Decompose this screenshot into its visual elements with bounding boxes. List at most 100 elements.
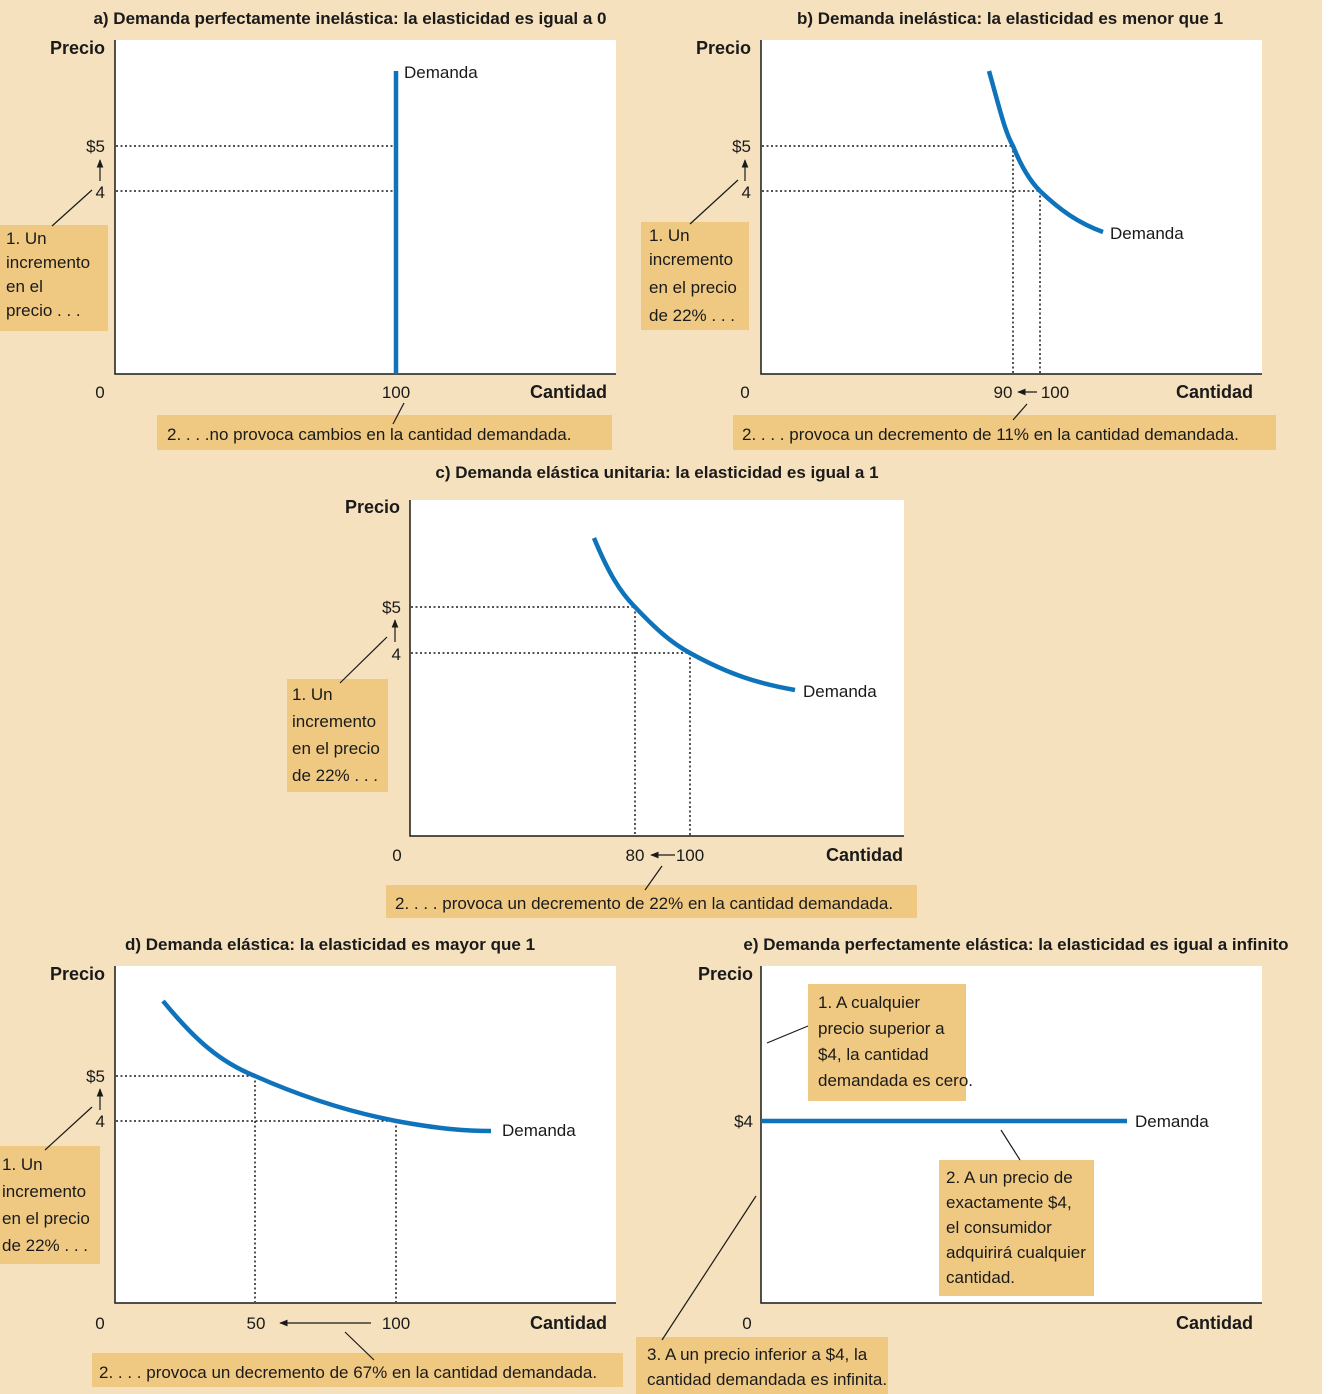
panel-e-annotation-above-4: demandada es cero.: [818, 1071, 973, 1090]
panel-b-price-annotation-leader: [689, 179, 739, 225]
panel-d-quantity-annotation-leader: [344, 1331, 375, 1361]
panel-e-annotation-below-leader: [661, 1195, 757, 1341]
panel-d-x-axis-label: Cantidad: [530, 1313, 607, 1333]
panel-a-price-annotation-2: incremento: [6, 253, 90, 272]
panel-b: b) Demanda inelástica: la elasticidad es…: [641, 9, 1276, 450]
panel-c-axes: [409, 500, 904, 837]
panel-d-price-annotation-1: 1. Un: [2, 1155, 43, 1174]
panel-a-quantity-annotation-box: [157, 415, 612, 450]
panel-c-demand-curve: [591, 537, 796, 693]
panel-c: c) Demanda elástica unitaria: la elastic…: [287, 463, 917, 918]
panel-d-price-annotation-box: [0, 1146, 100, 1264]
panel-a-axes: [114, 40, 616, 375]
panel-d-origin-label: 0: [95, 1314, 104, 1333]
panel-a-demand-label: Demanda: [404, 63, 478, 82]
panel-e-axes: [760, 966, 1262, 1304]
panel-a-quantity-annotation-leader: [392, 402, 405, 425]
panel-d-price-annotation-leader: [44, 1106, 93, 1151]
panel-c-price-annotation-1: 1. Un: [292, 685, 333, 704]
panel-d-y-axis-label: Precio: [50, 964, 105, 984]
panel-d-title: d) Demanda elástica: la elasticidad es m…: [125, 935, 535, 954]
panel-e-annotation-above-3: $4, la cantidad: [818, 1045, 929, 1064]
panel-c-price-tick-4: 4: [392, 645, 401, 664]
panel-a-x-axis-label: Cantidad: [530, 382, 607, 402]
panel-e-annotation-above-2: precio superior a: [818, 1019, 945, 1038]
panel-e-annotation-at-leader: [1000, 1129, 1021, 1161]
panel-e-title: e) Demanda perfectamente elástica: la el…: [743, 935, 1288, 954]
panel-e-demand-label: Demanda: [1135, 1112, 1209, 1131]
panel-e-annotation-at-4: adquirirá cualquier: [946, 1243, 1086, 1262]
panel-a-quantity-tick-100: 100: [382, 383, 410, 402]
panel-b-price-annotation-1: 1. Un: [649, 226, 690, 245]
panel-d-quantity-tick-50: 50: [247, 1314, 266, 1333]
panel-d-demand-label: Demanda: [502, 1121, 576, 1140]
panel-d-price-annotation-2: incremento: [2, 1182, 86, 1201]
panel-c-origin-label: 0: [392, 846, 401, 865]
panel-d-plot-area: [115, 966, 616, 1303]
panel-b-demand-curve: [986, 70, 1104, 235]
panel-b-origin-label: 0: [740, 383, 749, 402]
panel-a-y-axis-label: Precio: [50, 38, 105, 58]
panel-e-annotation-below-2: cantidad demandada es infinita.: [647, 1370, 887, 1389]
panel-e: e) Demanda perfectamente elástica: la el…: [636, 935, 1289, 1394]
panel-a-price-annotation-leader: [51, 189, 93, 227]
panel-c-price-annotation-box: [287, 679, 388, 792]
panel-a-plot-area: [115, 40, 616, 374]
panel-c-y-axis-label: Precio: [345, 497, 400, 517]
panel-d-price-tick-5: $5: [86, 1067, 105, 1086]
panel-c-quantity-tick-80: 80: [626, 846, 645, 865]
panel-d-axes: [114, 966, 616, 1304]
panel-d-quantity-tick-100: 100: [382, 1314, 410, 1333]
panel-c-price-annotation-3: en el precio: [292, 739, 380, 758]
panel-b-quantity-tick-100: 100: [1041, 383, 1069, 402]
panel-b-demand-label: Demanda: [1110, 224, 1184, 243]
panel-e-price-tick-4: $4: [734, 1112, 753, 1131]
panel-c-quantity-annotation-leader: [644, 865, 663, 891]
panel-e-annotation-below-box: [636, 1337, 888, 1394]
right-edge-rule: [1322, 0, 1330, 1394]
panel-c-price-annotation-4: de 22% . . .: [292, 766, 378, 785]
panel-e-annotation-above-1: 1. A cualquier: [818, 993, 920, 1012]
panel-a: a) Demanda perfectamente inelástica: la …: [0, 9, 616, 450]
panel-d-quantity-annotation: 2. . . . provoca un decremento de 67% en…: [99, 1363, 597, 1382]
panel-b-price-annotation-4: de 22% . . .: [649, 306, 735, 325]
panel-d-demand-curve: [161, 999, 492, 1134]
panel-c-price-annotation-2: incremento: [292, 712, 376, 731]
panel-d-price-annotation-4: de 22% . . .: [2, 1236, 88, 1255]
panel-e-x-axis-label: Cantidad: [1176, 1313, 1253, 1333]
panel-d-price-tick-4: 4: [96, 1112, 105, 1131]
panel-e-origin-label: 0: [742, 1314, 751, 1333]
panel-e-annotation-at-box: [939, 1160, 1094, 1296]
panel-b-price-annotation-3: en el precio: [649, 278, 737, 297]
panel-b-quantity-annotation-leader: [1012, 403, 1028, 421]
panel-c-quantity-annotation: 2. . . . provoca un decremento de 22% en…: [395, 894, 893, 913]
panel-a-price-tick-5: $5: [86, 137, 105, 156]
panel-e-annotation-at-2: exactamente $4,: [946, 1193, 1072, 1212]
panel-b-price-annotation-box: [641, 222, 749, 330]
panel-c-quantity-tick-100: 100: [676, 846, 704, 865]
panel-c-price-annotation-leader: [339, 636, 388, 684]
panel-c-x-axis-label: Cantidad: [826, 845, 903, 865]
panel-e-annotation-below-1: 3. A un precio inferior a $4, la: [647, 1345, 868, 1364]
panel-d-quantity-annotation-box: [92, 1353, 623, 1387]
panel-e-annotation-at-1: 2. A un precio de: [946, 1168, 1073, 1187]
panel-e-y-axis-label: Precio: [698, 964, 753, 984]
panel-a-quantity-annotation: 2. . . .no provoca cambios en la cantida…: [167, 425, 571, 444]
panel-c-title: c) Demanda elástica unitaria: la elastic…: [435, 463, 878, 482]
panel-b-title: b) Demanda inelástica: la elasticidad es…: [797, 9, 1223, 28]
panel-b-quantity-tick-90: 90: [994, 383, 1013, 402]
panel-a-price-annotation-1: 1. Un: [6, 229, 47, 248]
panel-b-axes: [760, 40, 1262, 375]
panel-b-y-axis-label: Precio: [696, 38, 751, 58]
panel-a-title: a) Demanda perfectamente inelástica: la …: [93, 9, 606, 28]
panel-b-plot-area: [761, 40, 1262, 374]
panel-c-quantity-annotation-box: [386, 885, 917, 918]
panel-b-price-tick-4: 4: [742, 183, 751, 202]
panel-e-annotation-at-3: el consumidor: [946, 1218, 1052, 1237]
panel-e-annotation-at-5: cantidad.: [946, 1268, 1015, 1287]
panel-a-price-annotation-box: [0, 225, 108, 331]
panel-e-annotation-above-leader: [766, 1025, 809, 1044]
panel-e-annotation-above-box: [808, 984, 966, 1101]
panel-d-price-annotation-3: en el precio: [2, 1209, 90, 1228]
